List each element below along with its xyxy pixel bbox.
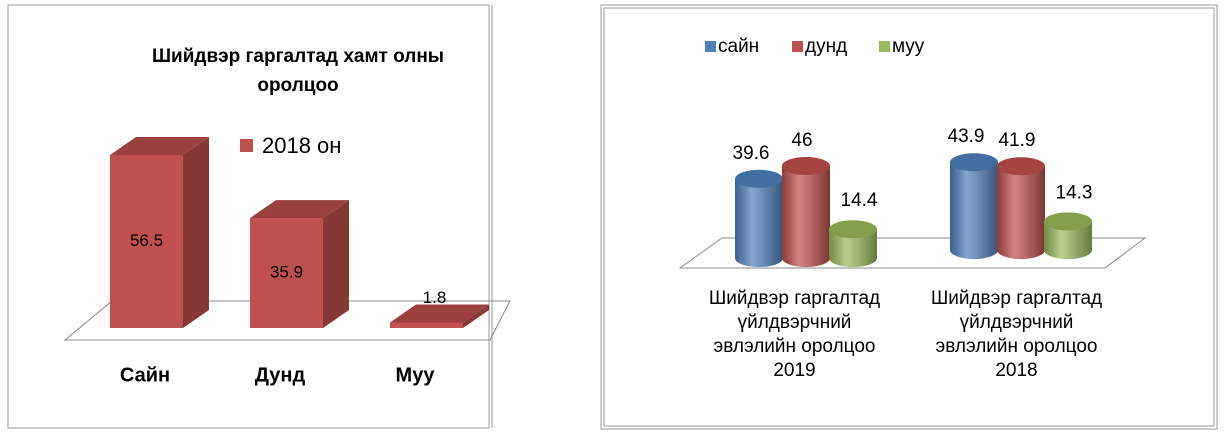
- cyl-body-shade: [735, 178, 783, 258]
- cyl-top: [829, 220, 877, 239]
- cyl-body-shade: [997, 166, 1045, 250]
- cylinder: [997, 157, 1045, 259]
- bar: [390, 304, 489, 328]
- category-label: Шийдвэр гаргалтад үйлдвэрчний эвлэлийн о…: [930, 288, 1103, 381]
- cyl-top: [950, 153, 998, 172]
- value-label: 43.9: [948, 126, 985, 147]
- bar-front: [110, 155, 183, 328]
- floor: [63, 300, 511, 341]
- panel-left: [7, 4, 490, 429]
- bar: [250, 200, 349, 328]
- bar-top: [250, 200, 349, 219]
- title-line: Шийдвэр гаргалтад хамт олны: [152, 46, 444, 67]
- bar-side: [463, 304, 489, 328]
- bar-front: [250, 218, 323, 328]
- legend-label: дунд: [805, 36, 847, 57]
- category-label: Шийдвэр гаргалтад үйлдвэрчний эвлэлийн о…: [708, 288, 881, 381]
- category-label: Муу: [396, 364, 436, 386]
- legend-swatch: [705, 41, 716, 52]
- value-label: 39.6: [733, 143, 770, 164]
- value-label: 41.9: [999, 130, 1036, 151]
- bar-top: [390, 304, 489, 323]
- legend-label: муу: [892, 36, 925, 57]
- cylinder: [950, 153, 998, 259]
- value-label: 14.3: [1056, 182, 1093, 203]
- cyl-top: [1044, 212, 1092, 231]
- chart-title: Шийдвэр гаргалтад хамт олны оролцоо: [152, 46, 444, 96]
- floor: [678, 237, 1147, 269]
- cyl-body-shade: [782, 166, 830, 258]
- cyl-body-shade: [950, 162, 998, 250]
- value-label: 1.8: [423, 288, 447, 307]
- panel-right: [600, 4, 1218, 430]
- bar-top: [110, 137, 209, 155]
- bar-front: [390, 322, 463, 328]
- cyl-top: [997, 157, 1045, 176]
- category-label: Сайн: [120, 364, 170, 386]
- value-label: 56.5: [130, 231, 163, 250]
- bar: [110, 137, 209, 328]
- value-label: 35.9: [270, 263, 303, 282]
- value-label: 14.4: [841, 190, 878, 211]
- title-line: оролцоо: [257, 75, 338, 96]
- cylinder: [782, 157, 830, 267]
- bar-side: [323, 200, 349, 328]
- cylinder: [735, 169, 783, 267]
- panel-right-inner: [603, 7, 1215, 427]
- legend-label: сайн: [718, 36, 759, 57]
- legend-swatch: [879, 41, 890, 52]
- category-label: Дунд: [255, 364, 306, 386]
- legend-label: 2018 он: [262, 133, 341, 158]
- cylinder: [829, 220, 877, 267]
- cyl-top: [782, 157, 830, 175]
- bar-side: [183, 137, 209, 328]
- legend-swatch: [792, 41, 803, 52]
- cyl-top: [735, 169, 783, 188]
- legend-swatch: [240, 139, 253, 152]
- value-label: 46: [791, 130, 812, 151]
- cylinder: [1044, 212, 1092, 259]
